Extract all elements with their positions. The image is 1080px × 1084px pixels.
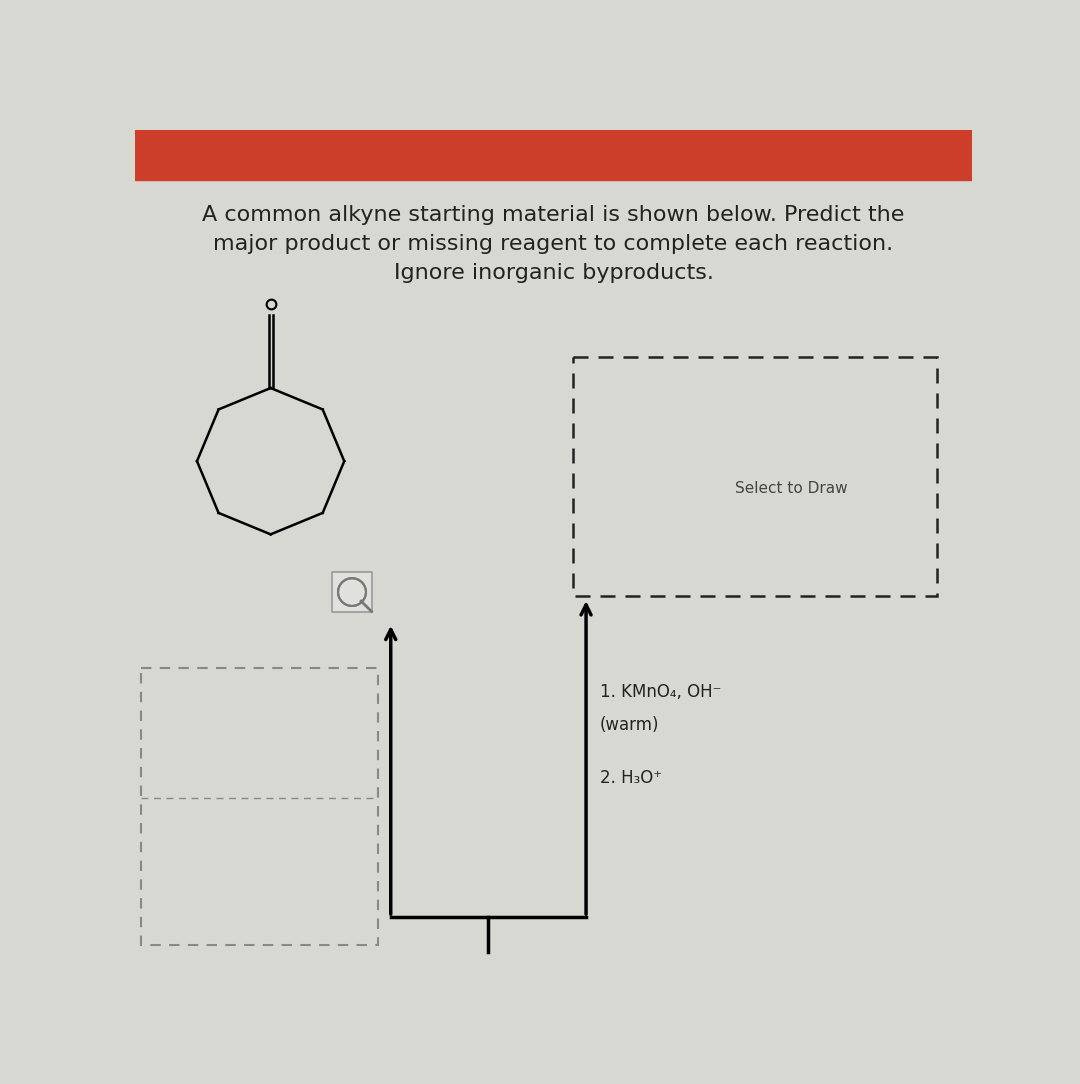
Text: 2. H₃O⁺: 2. H₃O⁺ xyxy=(600,770,662,787)
Text: major product or missing reagent to complete each reaction.: major product or missing reagent to comp… xyxy=(214,234,893,254)
Bar xyxy=(332,572,373,612)
Text: Select to Draw: Select to Draw xyxy=(735,481,848,496)
Text: Ignore inorganic byproducts.: Ignore inorganic byproducts. xyxy=(393,263,714,283)
Text: 1. KMnO₄, OH⁻: 1. KMnO₄, OH⁻ xyxy=(600,683,721,701)
Bar xyxy=(135,130,972,180)
Bar xyxy=(141,668,378,945)
Text: (warm): (warm) xyxy=(600,715,660,734)
Text: A common alkyne starting material is shown below. Predict the: A common alkyne starting material is sho… xyxy=(202,205,905,224)
Bar xyxy=(572,358,937,596)
